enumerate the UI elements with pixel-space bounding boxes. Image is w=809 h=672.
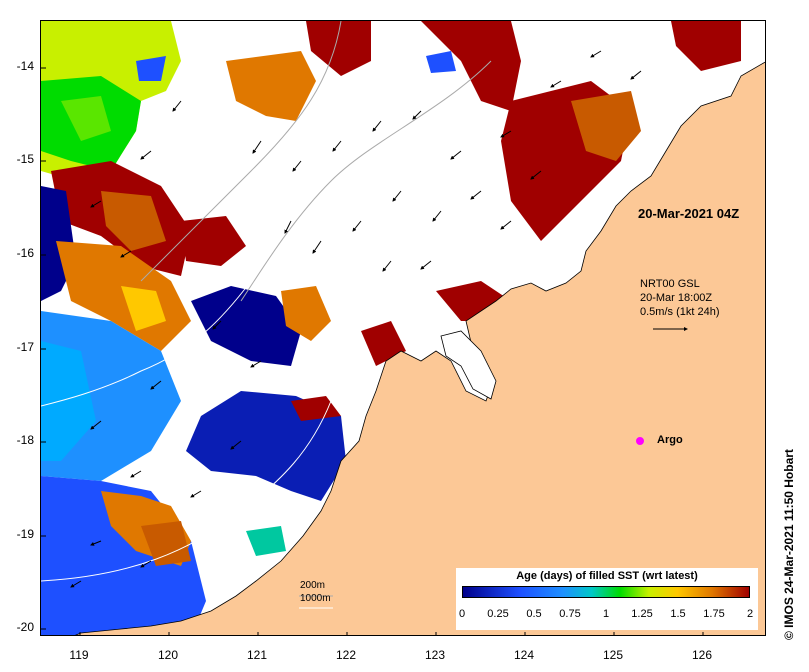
depth-label-200m: 200m xyxy=(300,580,326,591)
argo-label: Argo xyxy=(657,434,683,446)
y-tick-14: -14 xyxy=(16,59,34,73)
legend-tick-1: 1 xyxy=(602,608,610,620)
legend-tick-075: 0.75 xyxy=(559,608,581,620)
legend-tick-025: 0.25 xyxy=(487,608,509,620)
current-arrows xyxy=(70,50,642,588)
patch-orange-central xyxy=(281,286,331,341)
age-legend: Age (days) of filled SST (wrt latest) 0 … xyxy=(456,568,758,630)
legend-tick-15: 1.5 xyxy=(670,608,686,620)
map-timestamp: 20-Mar-2021 04Z xyxy=(638,206,740,221)
current-scale: 0.5m/s (1kt 24h) xyxy=(640,306,720,318)
patch-light-green xyxy=(61,96,111,141)
patch-gold xyxy=(121,286,166,331)
x-tick-124: 124 xyxy=(513,648,535,662)
current-time: 20-Mar 18:00Z xyxy=(640,292,713,304)
patch-red-north xyxy=(306,21,371,76)
patch-cyan xyxy=(41,341,96,461)
legend-tick-2: 2 xyxy=(746,608,754,620)
patch-rust-northeast xyxy=(571,91,641,161)
current-source: NRT00 GSL xyxy=(640,278,700,290)
land-mass xyxy=(74,61,765,635)
x-tick-121: 121 xyxy=(246,648,268,662)
y-tick-16: -16 xyxy=(16,246,34,260)
sst-age-patches xyxy=(41,21,741,635)
patch-orange-north xyxy=(226,51,316,121)
x-tick-126: 126 xyxy=(691,648,713,662)
map-canvas xyxy=(41,21,765,635)
legend-tick-175: 1.75 xyxy=(703,608,725,620)
patch-orange-west xyxy=(101,191,166,251)
x-tick-120: 120 xyxy=(157,648,179,662)
bathymetry-contours xyxy=(41,21,492,582)
y-tick-20: -20 xyxy=(16,620,34,634)
patch-red-small xyxy=(291,396,341,421)
legend-tick-125: 1.25 xyxy=(631,608,653,620)
patch-navy-central xyxy=(191,286,301,366)
y-tick-19: -19 xyxy=(16,527,34,541)
tick-marks xyxy=(41,67,704,635)
imos-credit: © IMOS 24-Mar-2021 11:50 Hobart xyxy=(782,449,796,640)
x-tick-125: 125 xyxy=(602,648,624,662)
legend-tick-0: 0 xyxy=(458,608,466,620)
sst-map[interactable] xyxy=(40,20,766,636)
depth-label-1000m: 1000m xyxy=(300,593,331,604)
patch-blue-north xyxy=(426,51,456,73)
contour-200m xyxy=(140,21,342,282)
patch-red-north2 xyxy=(421,21,521,111)
patch-blue-small xyxy=(136,56,166,81)
legend-title: Age (days) of filled SST (wrt latest) xyxy=(516,570,698,582)
legend-tick-05: 0.5 xyxy=(526,608,542,620)
y-tick-17: -17 xyxy=(16,340,34,354)
legend-colorbar xyxy=(462,586,750,598)
y-tick-18: -18 xyxy=(16,433,34,447)
patch-rust-south xyxy=(141,521,191,566)
inlet-king-sound xyxy=(440,330,497,400)
argo-marker xyxy=(636,437,644,445)
y-tick-15: -15 xyxy=(16,152,34,166)
patch-red-ne-corner xyxy=(671,21,741,71)
x-tick-122: 122 xyxy=(335,648,357,662)
contour-1000m xyxy=(41,400,332,582)
x-tick-119: 119 xyxy=(69,648,89,662)
x-tick-123: 123 xyxy=(424,648,446,662)
patch-teal-south xyxy=(246,526,286,556)
patch-red-central xyxy=(181,216,246,266)
